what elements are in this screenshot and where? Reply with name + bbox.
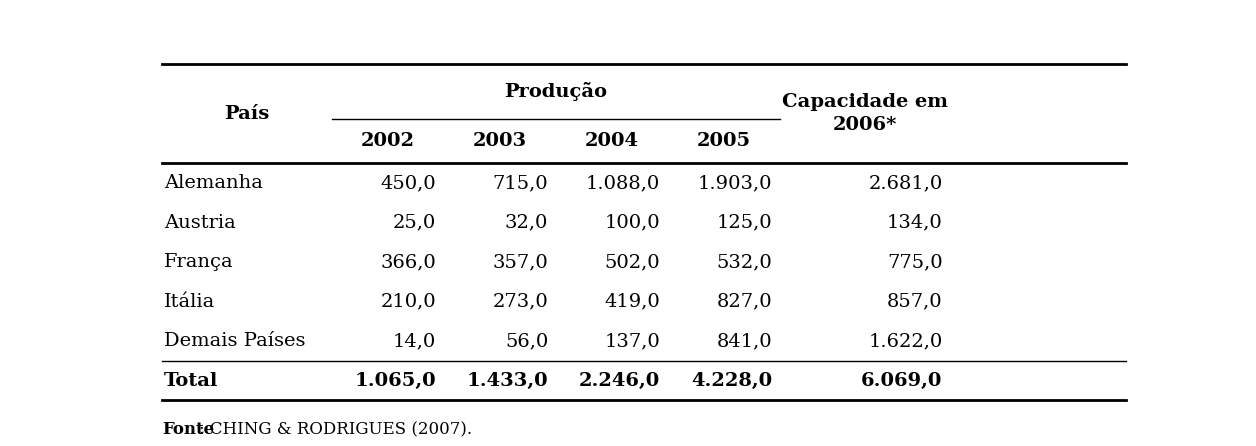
Text: 419,0: 419,0 (604, 293, 661, 311)
Text: 32,0: 32,0 (505, 214, 549, 231)
Text: 532,0: 532,0 (716, 253, 772, 271)
Text: 2004: 2004 (585, 132, 639, 150)
Text: 4.228,0: 4.228,0 (691, 372, 772, 390)
Text: 1.622,0: 1.622,0 (868, 332, 942, 350)
Text: 2.246,0: 2.246,0 (579, 372, 661, 390)
Text: 1.433,0: 1.433,0 (467, 372, 549, 390)
Text: 450,0: 450,0 (381, 174, 436, 192)
Text: Alemanha: Alemanha (163, 174, 263, 192)
Text: 1.065,0: 1.065,0 (354, 372, 436, 390)
Text: 841,0: 841,0 (717, 332, 772, 350)
Text: 715,0: 715,0 (492, 174, 549, 192)
Text: País: País (225, 105, 270, 123)
Text: 134,0: 134,0 (887, 214, 942, 231)
Text: 273,0: 273,0 (492, 293, 549, 311)
Text: Produção: Produção (505, 82, 608, 101)
Text: 1.088,0: 1.088,0 (587, 174, 661, 192)
Text: 357,0: 357,0 (492, 253, 549, 271)
Text: 857,0: 857,0 (887, 293, 942, 311)
Text: Itália: Itália (163, 293, 215, 311)
Text: 210,0: 210,0 (381, 293, 436, 311)
Text: 2005: 2005 (697, 132, 751, 150)
Text: 14,0: 14,0 (393, 332, 436, 350)
Text: França: França (163, 253, 234, 271)
Text: 25,0: 25,0 (393, 214, 436, 231)
Text: 2002: 2002 (362, 132, 416, 150)
Text: 827,0: 827,0 (717, 293, 772, 311)
Text: 125,0: 125,0 (717, 214, 772, 231)
Text: 2.681,0: 2.681,0 (868, 174, 942, 192)
Text: Austria: Austria (163, 214, 236, 231)
Text: Fonte: Fonte (162, 421, 214, 438)
Text: 502,0: 502,0 (604, 253, 661, 271)
Text: 775,0: 775,0 (887, 253, 942, 271)
Text: 2003: 2003 (474, 132, 528, 150)
Text: Total: Total (163, 372, 219, 390)
Text: 137,0: 137,0 (604, 332, 661, 350)
Text: 100,0: 100,0 (604, 214, 661, 231)
Text: 6.069,0: 6.069,0 (862, 372, 942, 390)
Text: Demais Países: Demais Países (163, 332, 305, 350)
Text: Capacidade em
2006*: Capacidade em 2006* (782, 93, 948, 134)
Text: 366,0: 366,0 (381, 253, 436, 271)
Text: 1.903,0: 1.903,0 (697, 174, 772, 192)
Text: 56,0: 56,0 (505, 332, 549, 350)
Text: : CHING & RODRIGUES (2007).: : CHING & RODRIGUES (2007). (198, 421, 472, 438)
